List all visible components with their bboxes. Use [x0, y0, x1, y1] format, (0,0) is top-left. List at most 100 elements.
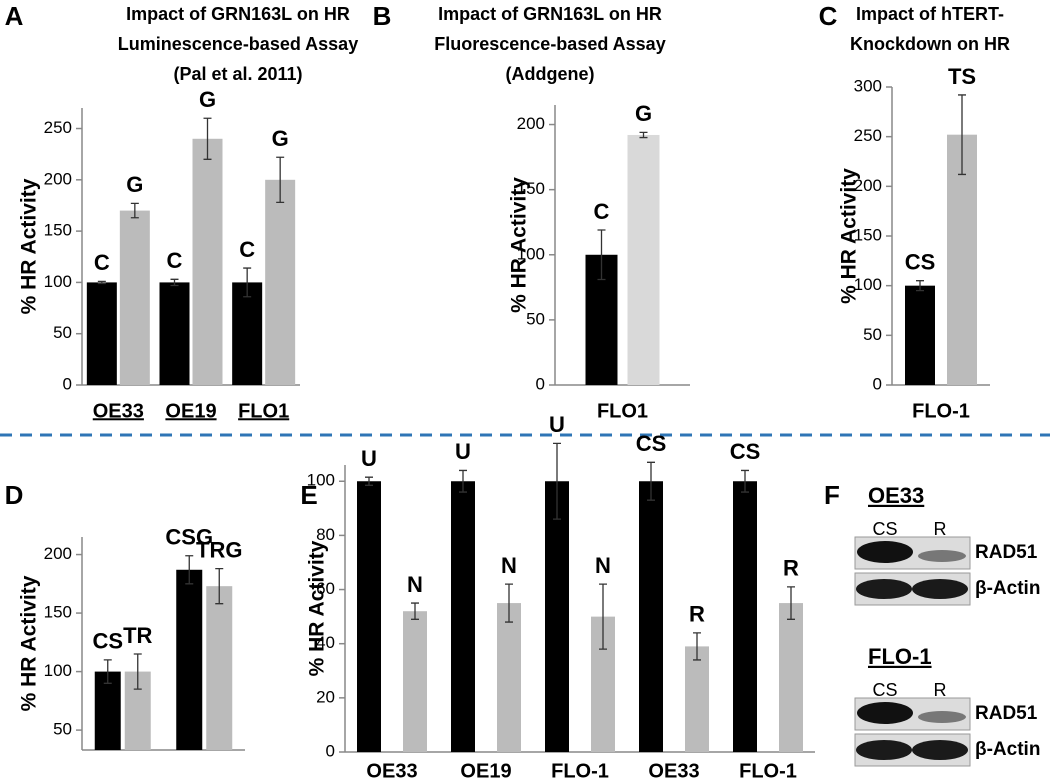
bar — [86, 282, 117, 385]
error-bar — [916, 280, 924, 292]
error-bar — [639, 131, 648, 139]
error-bar — [185, 555, 194, 585]
bar — [192, 138, 223, 385]
y-tick-label: 40 — [316, 633, 335, 652]
chart-title: (Pal et al. 2011) — [173, 64, 302, 84]
y-tick-label: 250 — [44, 118, 72, 137]
panel-label: B — [373, 1, 392, 31]
x-tick-label: FLO1 — [238, 400, 289, 422]
error-bar — [130, 202, 139, 219]
bar-label: C — [594, 199, 610, 224]
y-tick-label: 100 — [517, 244, 545, 263]
bar-label: CS — [92, 629, 123, 654]
error-bar — [365, 476, 373, 486]
protein-label: β-Actin — [975, 739, 1040, 760]
protein-label: RAD51 — [975, 703, 1038, 724]
y-tick-label: 60 — [316, 579, 335, 598]
error-bar — [958, 94, 966, 176]
y-tick-label: 0 — [326, 741, 335, 760]
error-bar — [97, 280, 106, 285]
chart-title: (Addgene) — [506, 64, 595, 84]
panel-label: C — [819, 1, 838, 31]
bar — [159, 282, 190, 385]
bar-label: N — [595, 553, 611, 578]
lane-label: CS — [872, 680, 897, 700]
panel-label: A — [5, 1, 24, 31]
bar-label: CS — [636, 431, 667, 456]
y-tick-label: 80 — [316, 525, 335, 544]
bar — [905, 285, 935, 385]
y-tick-label: 50 — [53, 720, 72, 739]
bar-label: CSG — [165, 525, 213, 550]
bar-label: CS — [905, 250, 936, 275]
y-axis-label: % HR Activity — [18, 575, 41, 711]
error-bar — [170, 278, 179, 287]
bar — [779, 603, 803, 752]
x-tick-label: OE33 — [366, 760, 417, 782]
bar — [403, 611, 427, 752]
error-bar — [411, 602, 419, 620]
x-tick-label: FLO-1 — [551, 760, 609, 782]
bar-label: U — [549, 412, 565, 437]
bar — [627, 134, 660, 385]
cell-line: OE33 — [868, 483, 924, 508]
bar — [685, 646, 709, 752]
chart-title: Luminescence-based Assay — [118, 34, 358, 54]
blot-band — [857, 541, 913, 563]
bar — [733, 481, 757, 752]
bar-label: G — [635, 101, 652, 126]
bar — [94, 671, 121, 750]
bar-label: G — [199, 87, 216, 112]
y-tick-label: 150 — [44, 221, 72, 240]
y-axis-label: % HR Activity — [18, 178, 41, 314]
error-bar — [505, 583, 513, 623]
blot-band — [856, 740, 912, 760]
bar-label: U — [455, 439, 471, 464]
error-bar — [103, 659, 112, 684]
y-tick-label: 200 — [517, 114, 545, 133]
bar-label: G — [272, 126, 289, 151]
error-bar — [599, 583, 607, 650]
bar-label: N — [407, 572, 423, 597]
y-tick-label: 0 — [536, 374, 545, 393]
x-tick-label: FLO1 — [597, 400, 648, 422]
blot-band — [857, 702, 913, 724]
blot-band — [912, 740, 968, 760]
y-tick-label: 0 — [63, 374, 72, 393]
bar — [497, 603, 521, 752]
error-bar — [243, 267, 252, 298]
bar-label: R — [783, 556, 799, 581]
y-tick-label: 200 — [854, 176, 882, 195]
error-bar — [276, 156, 285, 204]
y-tick-label: 100 — [854, 275, 882, 294]
y-tick-label: 50 — [526, 309, 545, 328]
y-tick-label: 250 — [854, 126, 882, 145]
chart-title: Impact of hTERT- — [856, 4, 1004, 24]
blot-band — [918, 550, 966, 562]
error-bar — [787, 586, 795, 620]
y-axis-label: % HR Activity — [306, 540, 329, 676]
panel-label: F — [824, 480, 840, 510]
protein-label: β-Actin — [975, 578, 1040, 599]
y-tick-label: 50 — [53, 323, 72, 342]
bar-label: CS — [730, 439, 761, 464]
y-tick-label: 100 — [44, 272, 72, 291]
lane-label: CS — [872, 519, 897, 539]
error-bar — [693, 632, 701, 661]
cell-line: FLO-1 — [868, 644, 932, 669]
error-bar — [597, 229, 606, 281]
x-tick-label: OE33 — [93, 400, 144, 422]
y-tick-label: 0 — [873, 374, 882, 393]
bar-label: G — [126, 172, 143, 197]
bar-label: C — [167, 248, 183, 273]
error-bar — [459, 469, 467, 493]
bar — [119, 210, 150, 385]
y-tick-label: 200 — [44, 169, 72, 188]
y-tick-label: 100 — [307, 471, 335, 490]
bar — [451, 481, 475, 752]
chart-title: Impact of GRN163L on HR — [438, 4, 662, 24]
bar-label: TS — [948, 64, 976, 89]
bar — [265, 179, 296, 385]
bar-label: TR — [123, 623, 152, 648]
x-tick-label: OE19 — [165, 400, 216, 422]
